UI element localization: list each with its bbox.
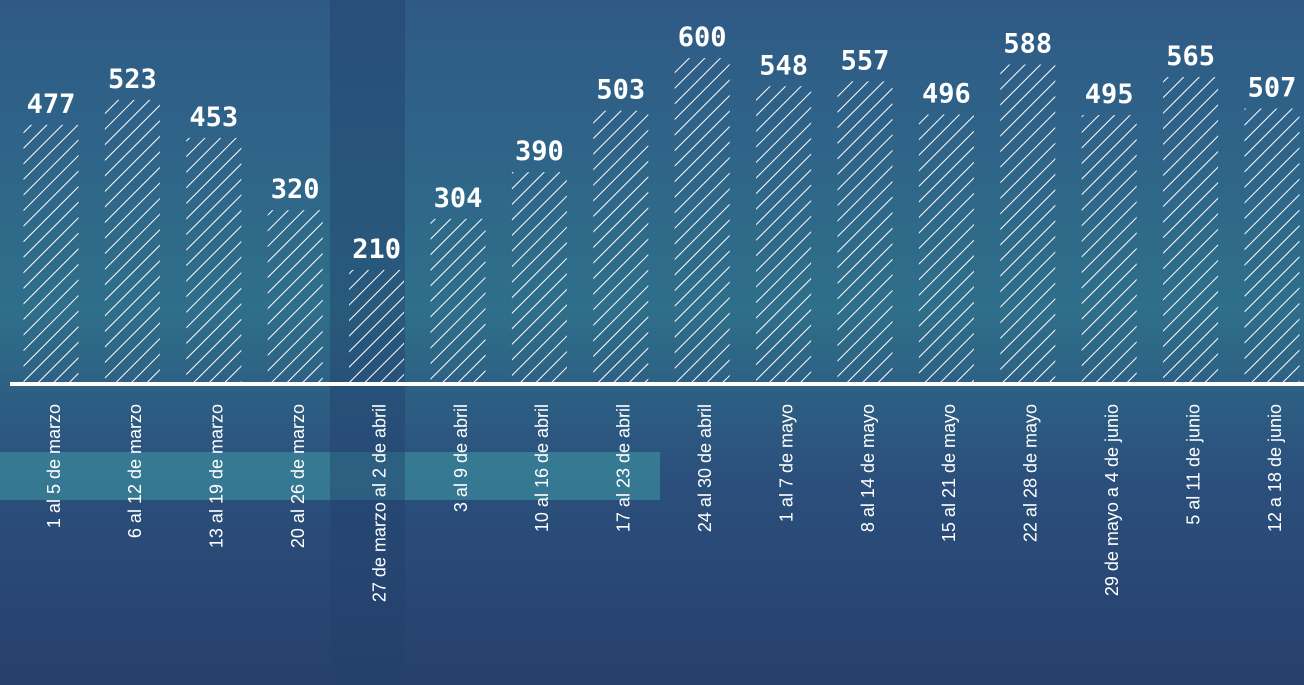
bar [675, 58, 730, 382]
chart: 1 al 5 de marzo 477 6 al 12 de marzo 523 13 … [0, 0, 1304, 685]
bar [105, 100, 160, 382]
value-label: 495 [1085, 79, 1134, 110]
x-tick-label: 27 de marzo al 2 de abril [369, 404, 389, 602]
value-label: 210 [352, 234, 401, 265]
x-tick-label: 20 al 26 de marzo [288, 404, 308, 548]
value-label: 548 [759, 50, 808, 81]
bar [919, 115, 974, 382]
bar [186, 138, 241, 382]
value-label: 507 [1248, 73, 1297, 104]
x-tick-label: 13 al 19 de marzo [207, 404, 227, 548]
x-tick-label: 22 al 28 de mayo [1021, 404, 1041, 542]
bar [1082, 115, 1137, 382]
value-label: 600 [678, 22, 727, 53]
bar [1163, 77, 1218, 382]
bar [349, 270, 404, 382]
value-label: 557 [841, 45, 890, 76]
x-tick-label: 5 al 11 de junio [1183, 404, 1203, 525]
value-label: 523 [108, 64, 157, 95]
bar [268, 210, 323, 382]
value-label: 390 [515, 136, 564, 167]
x-tick-label: 3 al 9 de abril [451, 404, 471, 512]
value-label: 304 [434, 183, 483, 214]
bar [593, 111, 648, 382]
bar [24, 125, 79, 382]
bar [1245, 109, 1300, 382]
value-label: 453 [189, 102, 238, 133]
x-tick-label: 10 al 16 de abril [532, 404, 552, 532]
bar [756, 86, 811, 382]
x-tick-label: 24 al 30 de abril [695, 404, 715, 532]
x-tick-label: 17 al 23 de abril [614, 404, 634, 532]
value-label: 503 [596, 75, 645, 106]
value-label: 496 [922, 79, 971, 110]
value-label: 477 [27, 89, 76, 120]
x-tick-label: 15 al 21 de mayo [939, 404, 959, 542]
value-label: 588 [1003, 29, 1052, 60]
x-tick-label: 29 de mayo a 4 de junio [1102, 404, 1122, 596]
x-tick-label: 12 a 18 de junio [1265, 404, 1285, 532]
bar [1000, 65, 1055, 382]
bar [431, 219, 486, 382]
value-label: 320 [271, 174, 320, 205]
bar [512, 172, 567, 382]
value-label: 565 [1166, 41, 1215, 72]
x-tick-label: 8 al 14 de mayo [858, 404, 878, 532]
x-tick-label: 6 al 12 de marzo [125, 404, 145, 538]
x-tick-label: 1 al 7 de mayo [776, 404, 796, 522]
x-tick-label: 1 al 5 de marzo [44, 404, 64, 528]
bar [838, 81, 893, 382]
